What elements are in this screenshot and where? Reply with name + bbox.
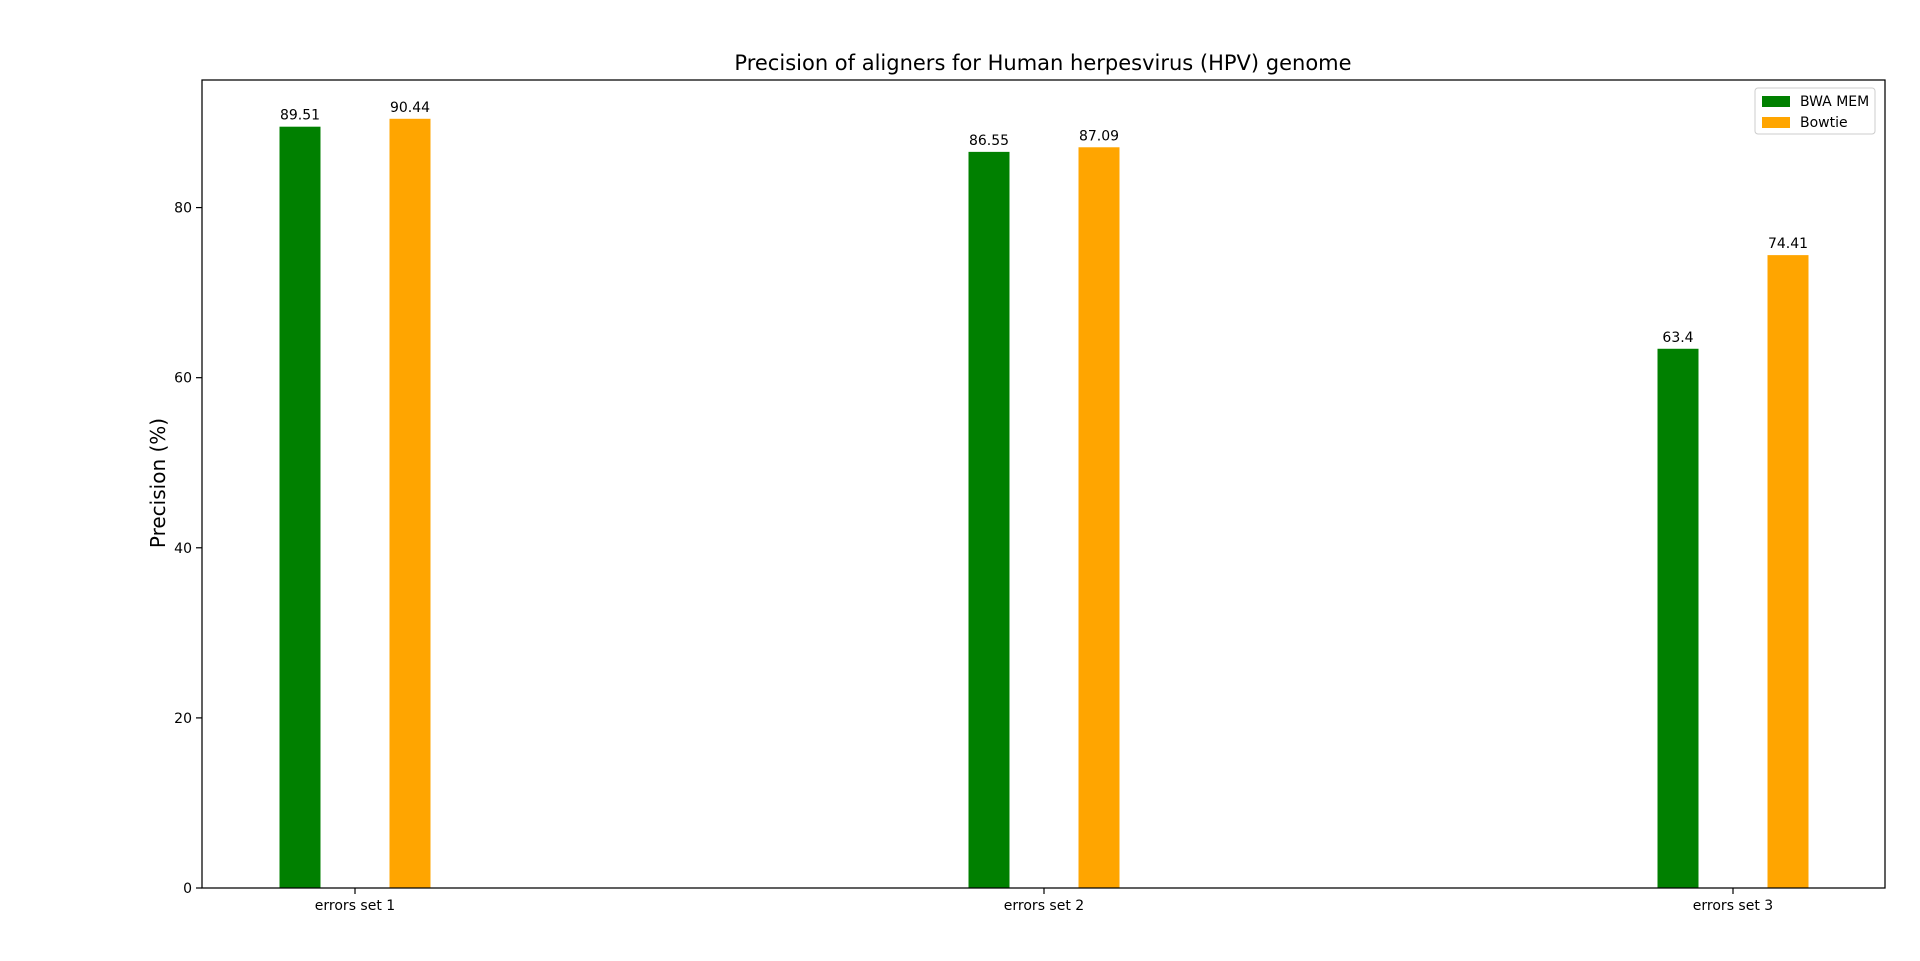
- legend-label: BWA MEM: [1800, 94, 1869, 110]
- bar-value-label: 89.51: [280, 108, 320, 124]
- x-tick-label: errors set 3: [1693, 898, 1773, 914]
- bar-bwa-mem: [1657, 348, 1699, 888]
- bar-bwa-mem: [968, 151, 1010, 888]
- y-axis-label: Precision (%): [146, 418, 170, 548]
- plot-frame: [201, 79, 1886, 889]
- bars: [279, 118, 1809, 889]
- bar-bowtie: [1767, 255, 1809, 889]
- bar-bwa-mem: [279, 126, 321, 888]
- legend-label: Bowtie: [1800, 115, 1848, 131]
- x-tick-label: errors set 2: [1004, 898, 1084, 914]
- bar-value-label: 86.55: [969, 133, 1009, 149]
- x-tick-label: errors set 1: [315, 898, 395, 914]
- y-tick-label: 80: [174, 201, 192, 217]
- y-tick-label: 20: [174, 711, 192, 727]
- bar-value-labels: 89.51 86.55 63.4 90.44 87.09 74.41: [280, 100, 1808, 346]
- y-tick-label: 0: [183, 881, 192, 897]
- y-tick-label: 40: [174, 541, 192, 557]
- axis-ticks: 0 20 40 60 80 errors set 1 errors set 2 errors …: [174, 201, 1773, 914]
- y-tick-label: 60: [174, 371, 192, 387]
- legend: BWA MEM Bowtie: [1754, 87, 1876, 135]
- legend-swatch: [1762, 117, 1790, 128]
- bar-value-label: 87.09: [1079, 128, 1119, 144]
- bar-value-label: 90.44: [390, 100, 430, 116]
- chart-title: Precision of aligners for Human herpesvi…: [734, 51, 1351, 75]
- bar-bowtie: [389, 118, 431, 888]
- bar-value-label: 63.4: [1662, 330, 1693, 346]
- bar-value-label: 74.41: [1768, 236, 1808, 252]
- bar-bowtie: [1078, 147, 1120, 889]
- legend-swatch: [1762, 96, 1790, 107]
